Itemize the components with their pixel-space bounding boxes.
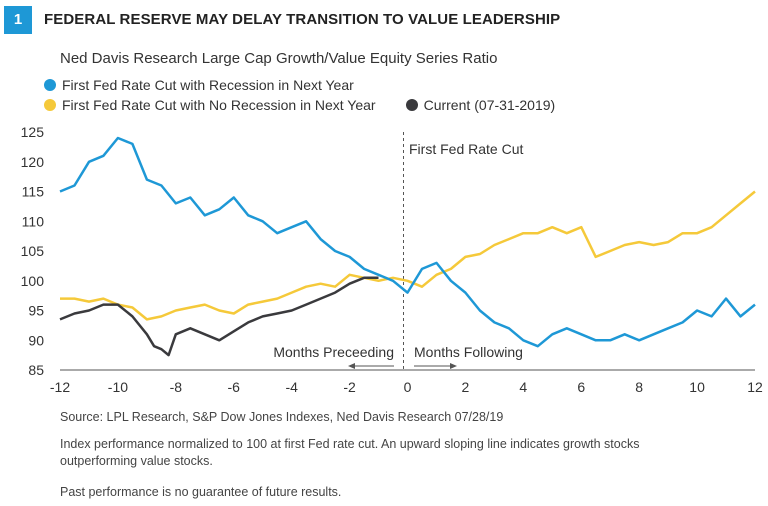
- x-tick-label: -6: [228, 379, 241, 395]
- legend-dot-recession: [44, 79, 56, 91]
- y-tick-label: 85: [28, 362, 44, 378]
- months-preceeding-label: Months Preceeding: [273, 344, 394, 360]
- series-recession-line: [59, 136, 756, 348]
- source-note: Source: LPL Research, S&P Dow Jones Inde…: [60, 410, 504, 424]
- legend-item-no-recession: First Fed Rate Cut with No Recession in …: [44, 97, 376, 113]
- legend-row-2: First Fed Rate Cut with No Recession in …: [44, 97, 585, 113]
- x-tick-label: -12: [50, 379, 70, 395]
- y-tick-label: 120: [21, 154, 45, 170]
- series-no-recession-line: [60, 190, 756, 321]
- chart-subtitle: Ned Davis Research Large Cap Growth/Valu…: [60, 50, 498, 67]
- disclaimer-note: Past performance is no guarantee of futu…: [60, 485, 342, 499]
- legend-dot-current: [405, 99, 418, 111]
- following-arrowhead: [450, 363, 457, 369]
- months-following-label: Months Following: [414, 344, 523, 360]
- figure-title: FEDERAL RESERVE MAY DELAY TRANSITION TO …: [44, 11, 561, 28]
- chart-annotations: First Fed Rate Cut Months Preceeding Mon…: [273, 132, 523, 370]
- chart-ticks: 85 90 95 100 105 110 115 120 125 -12 -10 -8 -6 -4 -2 0 2…: [21, 124, 763, 395]
- y-tick-label: 100: [21, 273, 45, 289]
- legend-label-current: Current: [423, 97, 471, 113]
- x-tick-label: 10: [689, 379, 705, 395]
- preceeding-arrowhead: [348, 363, 355, 369]
- x-tick-label: -4: [285, 379, 298, 395]
- legend-label-current-date: (07-31-2019): [474, 97, 556, 113]
- series-current-line: [59, 276, 379, 357]
- x-tick-label: 8: [635, 379, 643, 395]
- x-tick-label: -10: [108, 379, 128, 395]
- legend-row-1: First Fed Rate Cut with Recession in Nex…: [44, 77, 384, 93]
- x-tick-label: 12: [747, 379, 763, 395]
- legend-item-current: Current (07-31-2019): [405, 97, 556, 113]
- y-tick-label: 125: [21, 124, 45, 140]
- x-tick-label: -2: [343, 379, 356, 395]
- x-tick-label: 6: [577, 379, 585, 395]
- legend-item-recession: First Fed Rate Cut with Recession in Nex…: [44, 77, 354, 93]
- x-tick-label: 4: [519, 379, 527, 395]
- y-tick-label: 90: [28, 332, 44, 348]
- chart-series: [59, 136, 756, 357]
- y-tick-label: 110: [22, 213, 45, 229]
- legend-label-no-recession: First Fed Rate Cut with No Recession in …: [62, 97, 376, 113]
- y-tick-label: 115: [22, 184, 45, 200]
- legend-label-recession: First Fed Rate Cut with Recession in Nex…: [62, 77, 354, 93]
- y-tick-label: 105: [21, 243, 45, 259]
- rate-cut-annotation: First Fed Rate Cut: [409, 141, 523, 157]
- x-tick-label: 0: [404, 379, 412, 395]
- legend-dot-no-recession: [44, 99, 56, 111]
- x-tick-label: -8: [170, 379, 183, 395]
- figure-number-badge: 1: [4, 6, 32, 34]
- x-tick-label: 2: [462, 379, 470, 395]
- y-tick-label: 95: [28, 303, 44, 319]
- index-note: Index performance normalized to 100 at f…: [60, 437, 640, 468]
- line-chart: First Fed Rate Cut Months Preceeding Mon…: [21, 124, 763, 395]
